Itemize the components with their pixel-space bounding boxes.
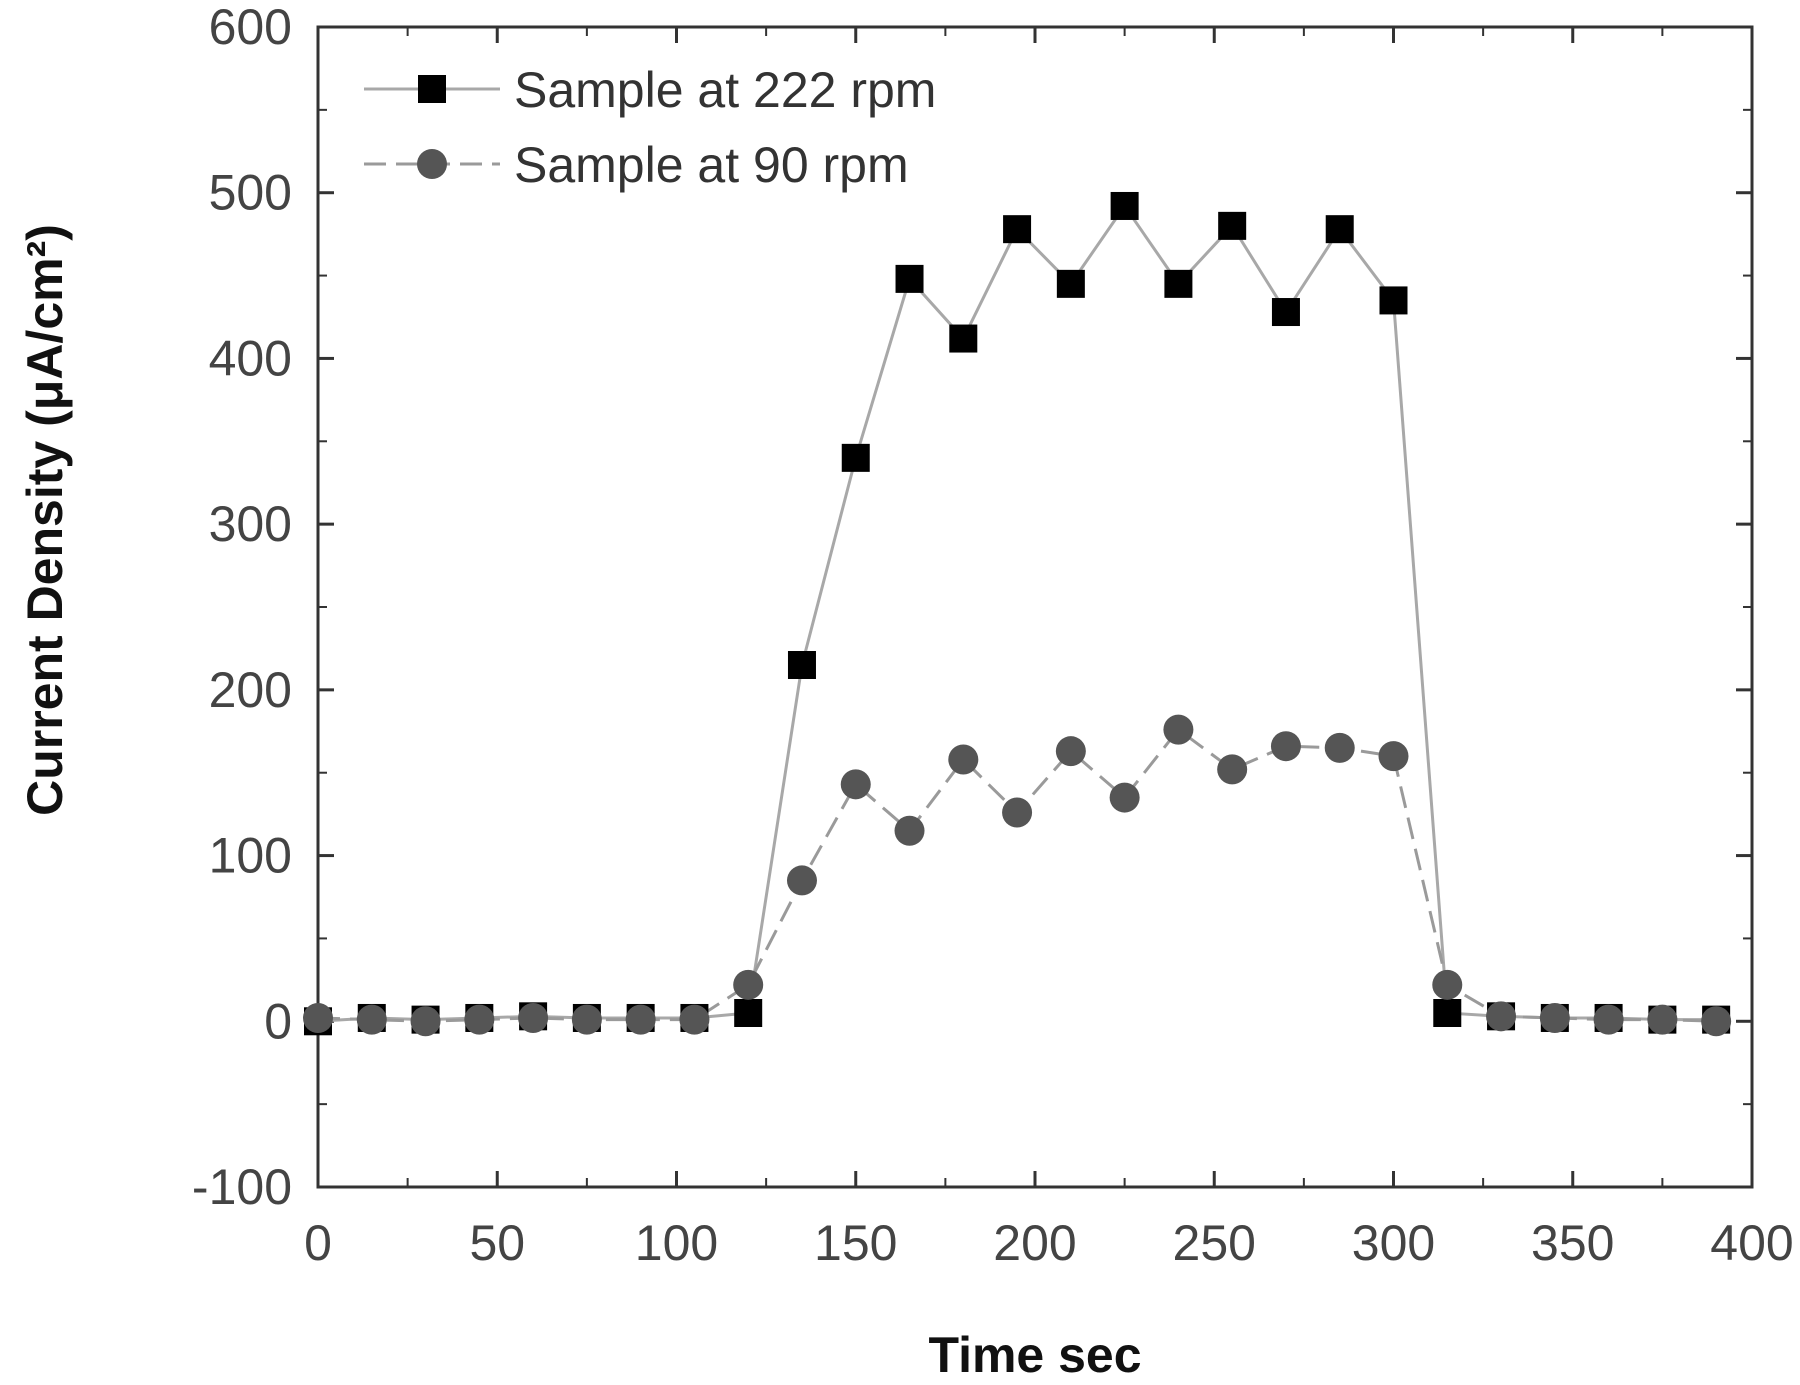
- y-tick-label: 500: [209, 165, 292, 221]
- series-layer: [303, 191, 1732, 1037]
- data-point-circle: [518, 1002, 549, 1033]
- data-point-square: [1218, 211, 1247, 240]
- legend: Sample at 222 rpm Sample at 90 rpm: [364, 62, 936, 193]
- y-axis-title: Current Density (μA/cm²): [17, 224, 73, 816]
- x-tick-label: 350: [1531, 1215, 1614, 1271]
- x-axis: 0 50 100 150 200 250 300 350 400: [304, 27, 1794, 1271]
- data-point-circle: [410, 1006, 441, 1037]
- data-point-circle: [1593, 1004, 1624, 1035]
- data-point-square: [1433, 999, 1462, 1027]
- data-point-circle: [1055, 736, 1086, 767]
- data-point-circle: [679, 1004, 710, 1035]
- data-point-circle: [1163, 714, 1194, 745]
- data-point-square: [1271, 298, 1300, 327]
- data-point-circle: [894, 815, 925, 846]
- data-point-circle: [1217, 754, 1248, 785]
- data-point-square: [841, 443, 870, 472]
- x-tick-label: 200: [993, 1215, 1076, 1271]
- data-point-square: [1110, 191, 1139, 220]
- data-point-square: [1056, 269, 1085, 298]
- y-tick-label: 200: [209, 662, 292, 718]
- series-line-1: [317, 727, 1717, 1023]
- data-point-circle: [1002, 797, 1033, 828]
- data-point-square: [734, 999, 763, 1027]
- data-point-circle: [464, 1004, 495, 1035]
- data-point-circle: [625, 1004, 656, 1035]
- legend-marker-square: [418, 75, 446, 103]
- data-point-circle: [1486, 1001, 1517, 1032]
- data-point-square: [1325, 215, 1354, 244]
- y-axis: -100 0 100 200 300 400 500 600: [192, 0, 1752, 1215]
- x-tick-label: 100: [635, 1215, 718, 1271]
- data-point-square: [787, 651, 816, 679]
- series-line-0: [317, 203, 1717, 1023]
- data-point-circle: [948, 744, 979, 775]
- data-point-circle: [571, 1004, 602, 1035]
- y-tick-label: 400: [209, 330, 292, 386]
- data-point-circle: [1701, 1006, 1732, 1037]
- x-tick-label: 250: [1173, 1215, 1256, 1271]
- data-point-circle: [303, 1002, 333, 1033]
- y-tick-label: 600: [209, 0, 292, 55]
- y-tick-label: 100: [209, 828, 292, 884]
- x-tick-label: 0: [304, 1215, 332, 1271]
- data-point-square: [1003, 215, 1032, 244]
- data-point-circle: [840, 769, 871, 800]
- x-tick-label: 50: [469, 1215, 525, 1271]
- y-tick-label: -100: [192, 1159, 292, 1215]
- data-point-circle: [356, 1004, 387, 1035]
- data-point-circle: [1324, 732, 1355, 763]
- data-point-circle: [1270, 731, 1301, 762]
- x-tick-label: 300: [1352, 1215, 1435, 1271]
- data-point-circle: [1647, 1004, 1678, 1035]
- data-point-circle: [1109, 782, 1140, 813]
- legend-label-90-rpm: Sample at 90 rpm: [514, 137, 909, 193]
- data-point-square: [895, 264, 924, 293]
- data-point-circle: [1539, 1002, 1570, 1033]
- y-tick-label: 300: [209, 496, 292, 552]
- x-axis-title: Time sec: [928, 1327, 1141, 1383]
- data-point-circle: [1378, 741, 1409, 772]
- data-point-circle: [733, 969, 764, 1000]
- data-point-circle: [786, 865, 817, 896]
- data-point-circle: [1432, 969, 1463, 1000]
- data-point-square: [1379, 286, 1408, 315]
- data-point-square: [949, 324, 978, 353]
- legend-label-222-rpm: Sample at 222 rpm: [514, 62, 936, 118]
- x-tick-label: 400: [1710, 1215, 1793, 1271]
- x-tick-label: 150: [814, 1215, 897, 1271]
- y-tick-label: 0: [264, 993, 292, 1049]
- data-point-square: [1164, 269, 1193, 298]
- legend-marker-circle: [417, 149, 447, 179]
